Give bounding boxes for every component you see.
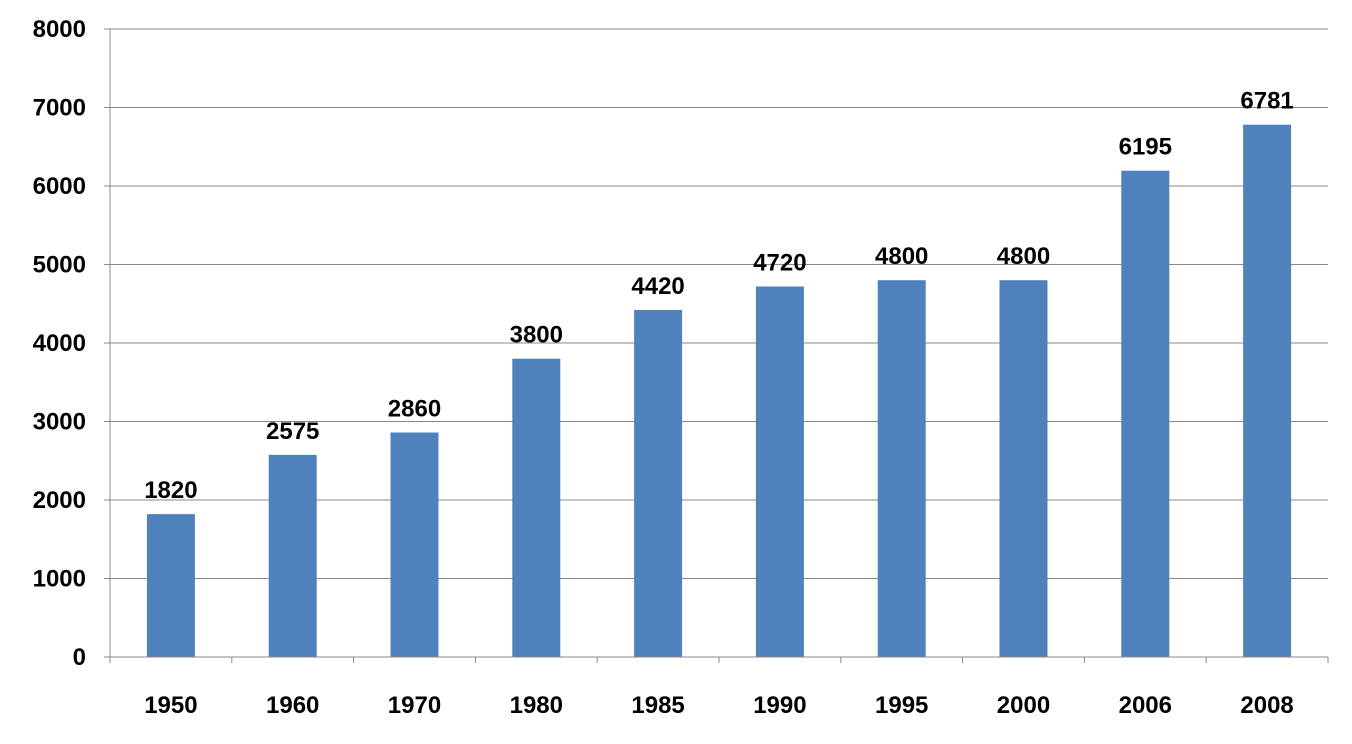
y-tick-label: 4000	[33, 330, 86, 357]
x-tick-label-1980: 1980	[510, 692, 563, 719]
bars	[146, 124, 1292, 657]
y-tick-label: 7000	[33, 95, 86, 122]
data-label-1950: 1820	[144, 477, 197, 504]
x-tick-label-1995: 1995	[875, 692, 928, 719]
data-label-2006: 6195	[1119, 134, 1172, 161]
data-label-1960: 2575	[266, 418, 319, 445]
axes	[104, 28, 1329, 663]
x-tick-label-2000: 2000	[997, 692, 1050, 719]
bar-1960	[268, 454, 317, 657]
data-label-1990: 4720	[753, 249, 806, 276]
x-tick-label-2006: 2006	[1119, 692, 1172, 719]
data-label-2000: 4800	[997, 243, 1050, 270]
data-label-1995: 4800	[875, 243, 928, 270]
y-tick-label: 0	[73, 644, 86, 671]
data-label-1985: 4420	[631, 273, 684, 300]
x-tick-label-1970: 1970	[388, 692, 441, 719]
labels: 0 1000 2000 3000 4000 5000 6000 7000 8000 1820 195…	[33, 16, 1294, 719]
y-tick-label: 2000	[33, 487, 86, 514]
x-tick-label-1960: 1960	[266, 692, 319, 719]
bar-2008	[1243, 124, 1292, 657]
y-tick-label: 3000	[33, 409, 86, 436]
x-tick-label-1990: 1990	[753, 692, 806, 719]
bar-2000	[999, 280, 1048, 657]
bar-1990	[755, 286, 804, 657]
bar-2006	[1121, 170, 1170, 657]
data-label-1970: 2860	[388, 395, 441, 422]
y-tick-label: 6000	[33, 173, 86, 200]
x-tick-label-2008: 2008	[1240, 692, 1293, 719]
data-label-1980: 3800	[510, 322, 563, 349]
x-tick-label-1950: 1950	[144, 692, 197, 719]
bar-1970	[390, 432, 439, 657]
y-tick-label: 5000	[33, 252, 86, 279]
bar-1950	[146, 514, 195, 657]
bar-1995	[877, 280, 926, 657]
x-tick-label-1985: 1985	[631, 692, 684, 719]
bar-1980	[512, 358, 561, 657]
bar-1985	[634, 310, 683, 657]
data-label-2008: 6781	[1240, 88, 1293, 115]
y-tick-label: 8000	[33, 16, 86, 43]
y-tick-label: 1000	[33, 566, 86, 593]
